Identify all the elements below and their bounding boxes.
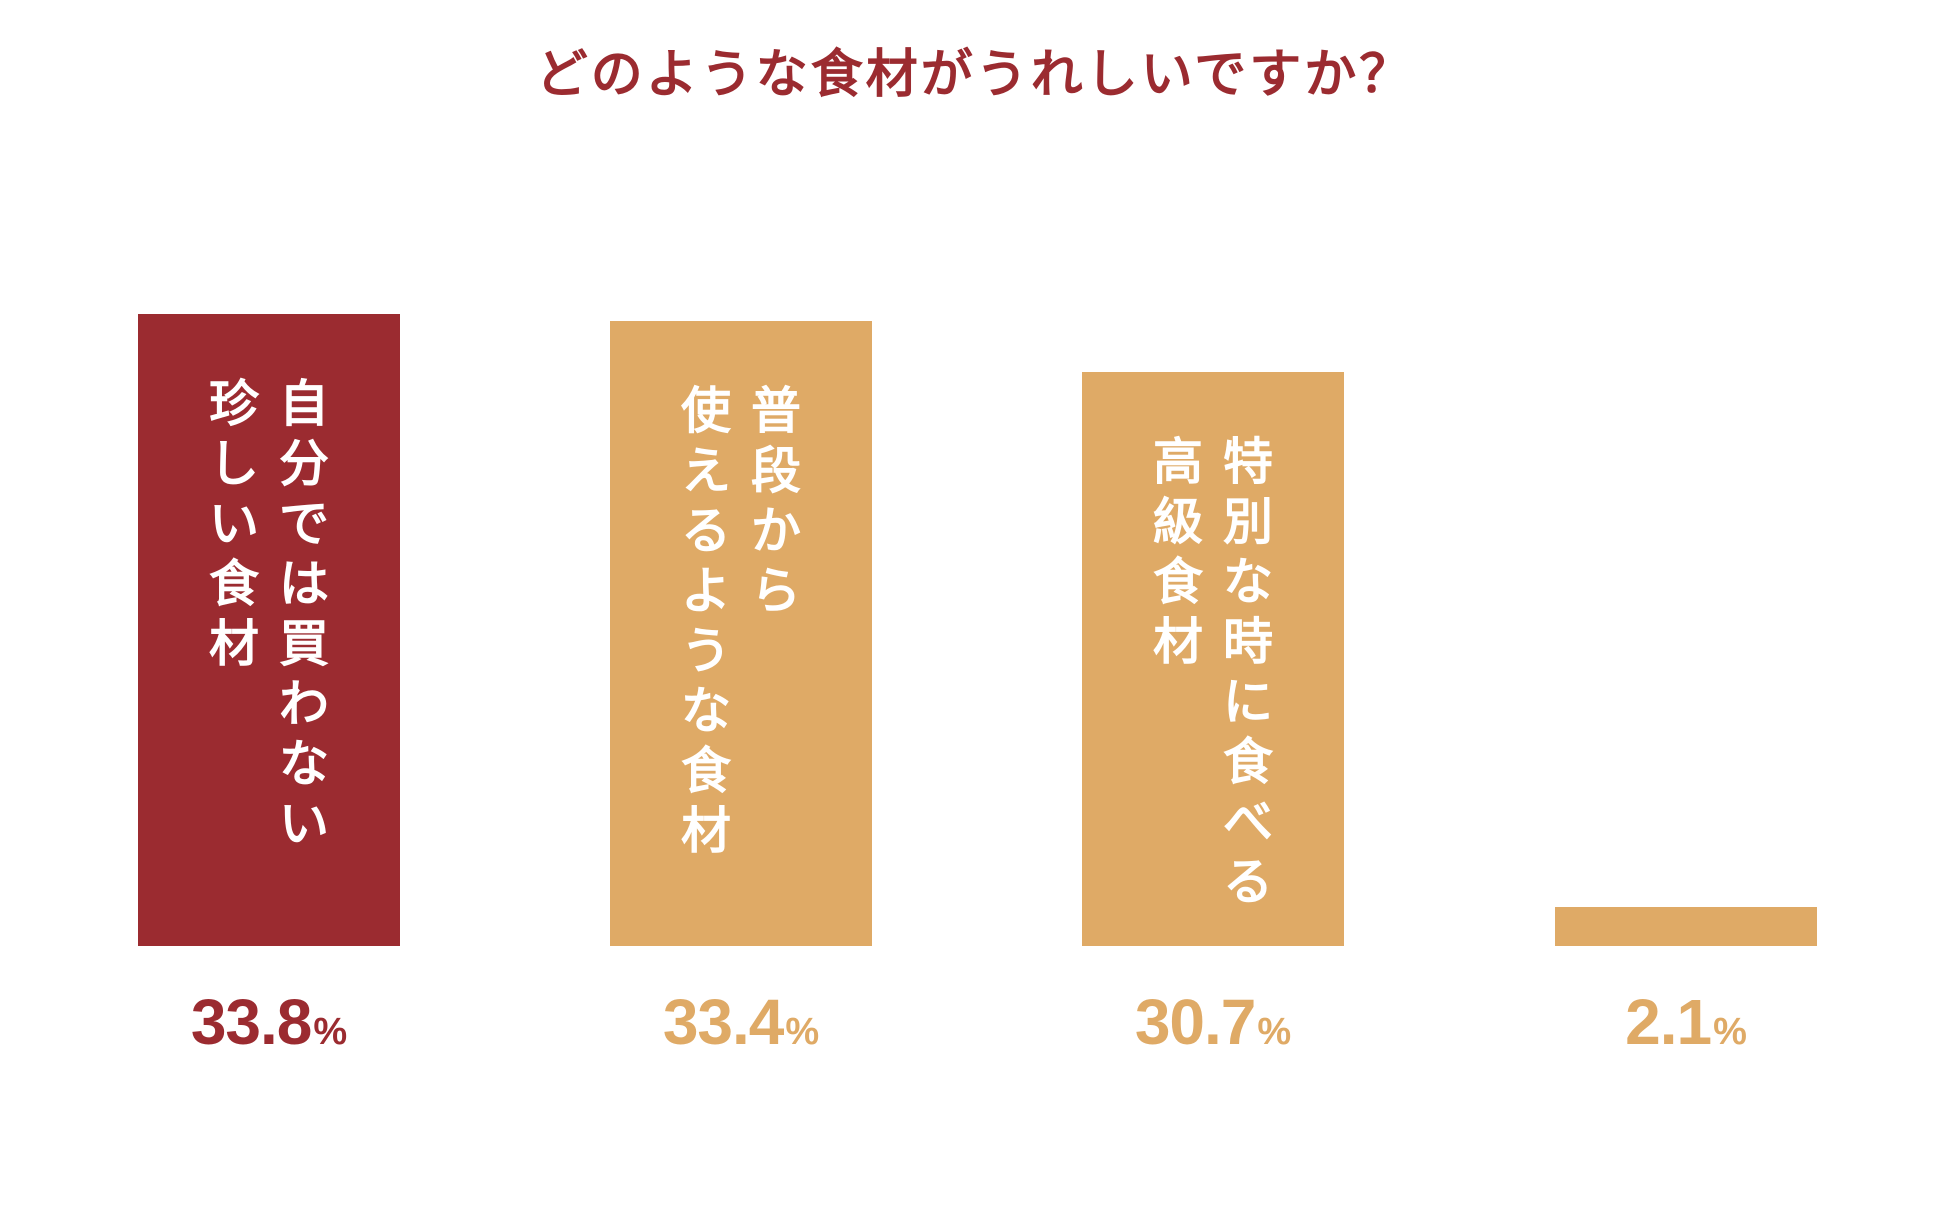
bar-4-value-label: 2.1% — [1555, 985, 1817, 1059]
bar-2-value-label: 33.4% — [610, 985, 872, 1059]
value-unit: % — [785, 1011, 820, 1053]
category-label-line: 使えるような食材 — [681, 382, 731, 860]
bar-3: 特別な時に食べる高級食材 — [1082, 372, 1344, 946]
category-label-line: 特別な時に食べる — [1223, 433, 1273, 911]
value-number: 30.7 — [1134, 986, 1257, 1058]
bar-1-value-label: 33.8% — [138, 985, 400, 1059]
bar-1: 自分では買わない珍しい食材 — [138, 314, 400, 946]
category-label-line: 珍しい食材 — [209, 375, 259, 673]
value-number: 2.1 — [1625, 986, 1712, 1058]
value-number: 33.4 — [662, 986, 785, 1058]
value-unit: % — [313, 1011, 348, 1053]
value-unit: % — [1257, 1011, 1292, 1053]
chart-title: どのような食材がうれしいですか？ — [535, 45, 1415, 105]
value-number: 33.8 — [190, 986, 313, 1058]
bar-4 — [1555, 907, 1817, 946]
bar-1-category-label: 自分では買わない珍しい食材 — [206, 374, 332, 854]
bar-3-category-label: 特別な時に食べる高級食材 — [1150, 432, 1276, 912]
bar-2-category-label: 普段から使えるような食材 — [678, 381, 804, 861]
value-unit: % — [1713, 1011, 1747, 1053]
category-label-line: 自分では買わない — [279, 375, 329, 853]
category-label-line: 普段から — [751, 382, 801, 620]
bar-3-value-label: 30.7% — [1082, 985, 1344, 1059]
category-label-line: 高級食材 — [1153, 433, 1203, 671]
bar-2: 普段から使えるような食材 — [610, 321, 872, 946]
